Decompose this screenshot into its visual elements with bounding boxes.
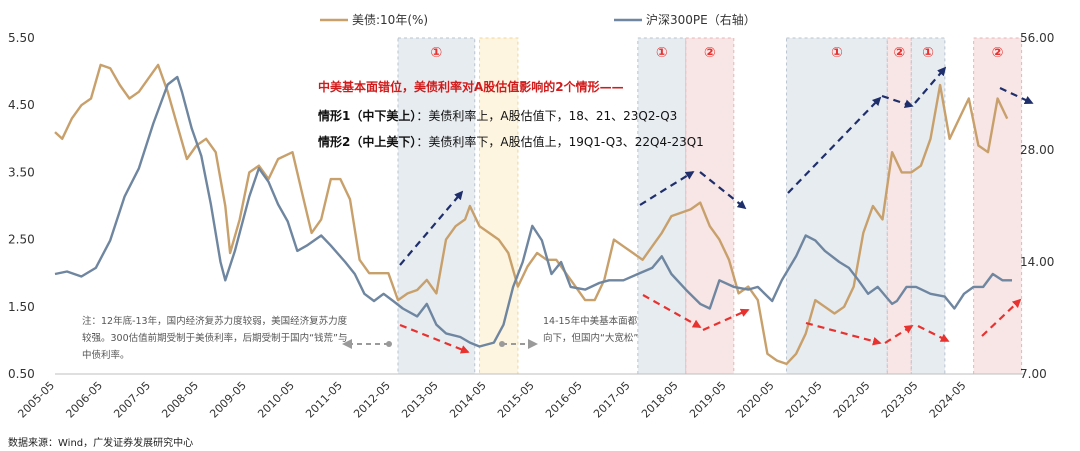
left-axis-tick-1: 1.50 xyxy=(8,300,35,314)
left-axis-tick-5: 5.50 xyxy=(8,31,35,45)
x-axis-tick-3: 2008-05 xyxy=(159,379,201,421)
x-axis-tick-13: 2018-05 xyxy=(639,379,681,421)
trend-arrow-red-8 xyxy=(642,294,702,328)
series-line-yield xyxy=(54,63,1009,366)
x-axis-tick-10: 2015-05 xyxy=(495,379,537,421)
trend-arrow-navy-3 xyxy=(787,96,882,194)
note-right: 14-15年中美基本面都向下，但国内“大宽松” xyxy=(543,316,639,344)
x-axis-tick-16: 2021-05 xyxy=(783,379,825,421)
band-label-7: ② xyxy=(992,45,1004,61)
right-axis-tick-0: 7.00 xyxy=(1020,367,1047,381)
right-axis-tick-1: 14.00 xyxy=(1020,255,1054,269)
annotation-case1: 情形1（中下美上）：美债利率上，A股估值下，18、21、23Q2-Q3 xyxy=(318,107,677,124)
trend-arrow-navy-6 xyxy=(999,87,1034,104)
band-label-0: ① xyxy=(430,45,442,61)
case1-text: ：美债利率上，A股估值下，18、21、23Q2-Q3 xyxy=(416,109,678,123)
right-axis-tick-2: 28.00 xyxy=(1020,143,1054,157)
trend-arrow-red-10 xyxy=(805,321,882,346)
x-axis-tick-17: 2022-05 xyxy=(831,379,873,421)
trend-arrow-navy-4 xyxy=(881,94,914,108)
trend-arrow-red-13 xyxy=(981,298,1022,337)
x-axis-tick-6: 2011-05 xyxy=(303,379,345,421)
note-pointer-left-dot xyxy=(386,341,392,347)
band-label-4: ① xyxy=(831,45,843,61)
left-axis-tick-0: 0.50 xyxy=(8,367,35,381)
series-line-pe xyxy=(54,75,1012,348)
band-blue-2 xyxy=(637,37,687,375)
x-axis-tick-4: 2009-05 xyxy=(207,379,249,421)
note-pointer-right-dot xyxy=(499,341,505,347)
highlight-bands: ① ① ② ① ② ① ② xyxy=(397,37,1023,375)
band-label-2: ① xyxy=(656,45,668,61)
trend-arrow-navy-1 xyxy=(639,171,695,206)
case2-text: ：美债利率下，A股估值上，19Q1-Q3、22Q4-23Q1 xyxy=(416,135,704,149)
x-axis-tick-12: 2017-05 xyxy=(591,379,633,421)
band-red-5 xyxy=(886,37,912,375)
trend-arrow-navy-5 xyxy=(914,66,947,104)
trend-arrow-red-7 xyxy=(399,323,470,354)
x-axis-tick-18: 2023-05 xyxy=(879,379,921,421)
x-axis-tick-15: 2020-05 xyxy=(735,379,777,421)
band-blue-4 xyxy=(786,37,888,375)
case1-label: 情形1（中下美上） xyxy=(318,109,417,123)
trend-arrow-navy-0 xyxy=(399,190,464,266)
legend-label-pe: 沪深300PE（右轴） xyxy=(646,12,756,27)
x-axis-tick-19: 2024-05 xyxy=(927,379,969,421)
data-source: 数据来源：Wind，广发证券发展研究中心 xyxy=(8,438,194,449)
x-axis-tick-7: 2012-05 xyxy=(351,379,393,421)
x-axis-tick-2: 2007-05 xyxy=(111,379,153,421)
trend-arrows xyxy=(342,66,1034,354)
note-pointer-right-head xyxy=(528,339,538,349)
legend-label-yield: 美债:10年(%) xyxy=(352,13,428,27)
right-axis-tick-3: 56.00 xyxy=(1020,31,1054,45)
band-red-7 xyxy=(973,37,1023,375)
note-pointer-left-head xyxy=(342,339,352,349)
trend-arrow-navy-2 xyxy=(699,171,747,210)
left-axis-tick-3: 3.50 xyxy=(8,165,35,179)
x-axis-tick-11: 2016-05 xyxy=(543,379,585,421)
annotation-case2: 情形2（中上美下）：美债利率下，A股估值上，19Q1-Q3、22Q4-23Q1 xyxy=(318,133,704,150)
band-label-6: ① xyxy=(922,45,934,61)
band-label-5: ② xyxy=(893,45,905,61)
series-lines xyxy=(54,63,1012,366)
x-axis-tick-5: 2010-05 xyxy=(255,379,297,421)
x-axis-tick-14: 2019-05 xyxy=(687,379,729,421)
band-label-3: ② xyxy=(704,45,716,61)
x-axis-tick-0: 2005-05 xyxy=(15,379,57,421)
note-left: 注：12年底-13年，国内经济复苏力度较弱，美国经济复苏力度较强。300估值前期… xyxy=(82,316,348,361)
x-axis-tick-1: 2006-05 xyxy=(63,379,105,421)
band-yellow-1 xyxy=(479,37,519,375)
band-red-3 xyxy=(685,37,735,375)
trend-arrow-red-11 xyxy=(884,325,914,344)
legend: 美债:10年(%) 沪深300PE（右轴） xyxy=(320,12,756,27)
left-axis-tick-4: 4.50 xyxy=(8,98,35,112)
left-axis-tick-2: 2.50 xyxy=(8,233,35,247)
trend-arrow-red-9 xyxy=(702,308,750,332)
band-blue-0 xyxy=(397,37,476,375)
trend-arrow-red-12 xyxy=(917,325,950,342)
case2-label: 情形2（中上美下） xyxy=(318,135,417,149)
x-axis-tick-8: 2013-05 xyxy=(399,379,441,421)
x-axis-tick-9: 2014-05 xyxy=(447,379,489,421)
annotation-title: 中美基本面错位，美债利率对A股估值影响的2个情形—— xyxy=(318,80,624,94)
